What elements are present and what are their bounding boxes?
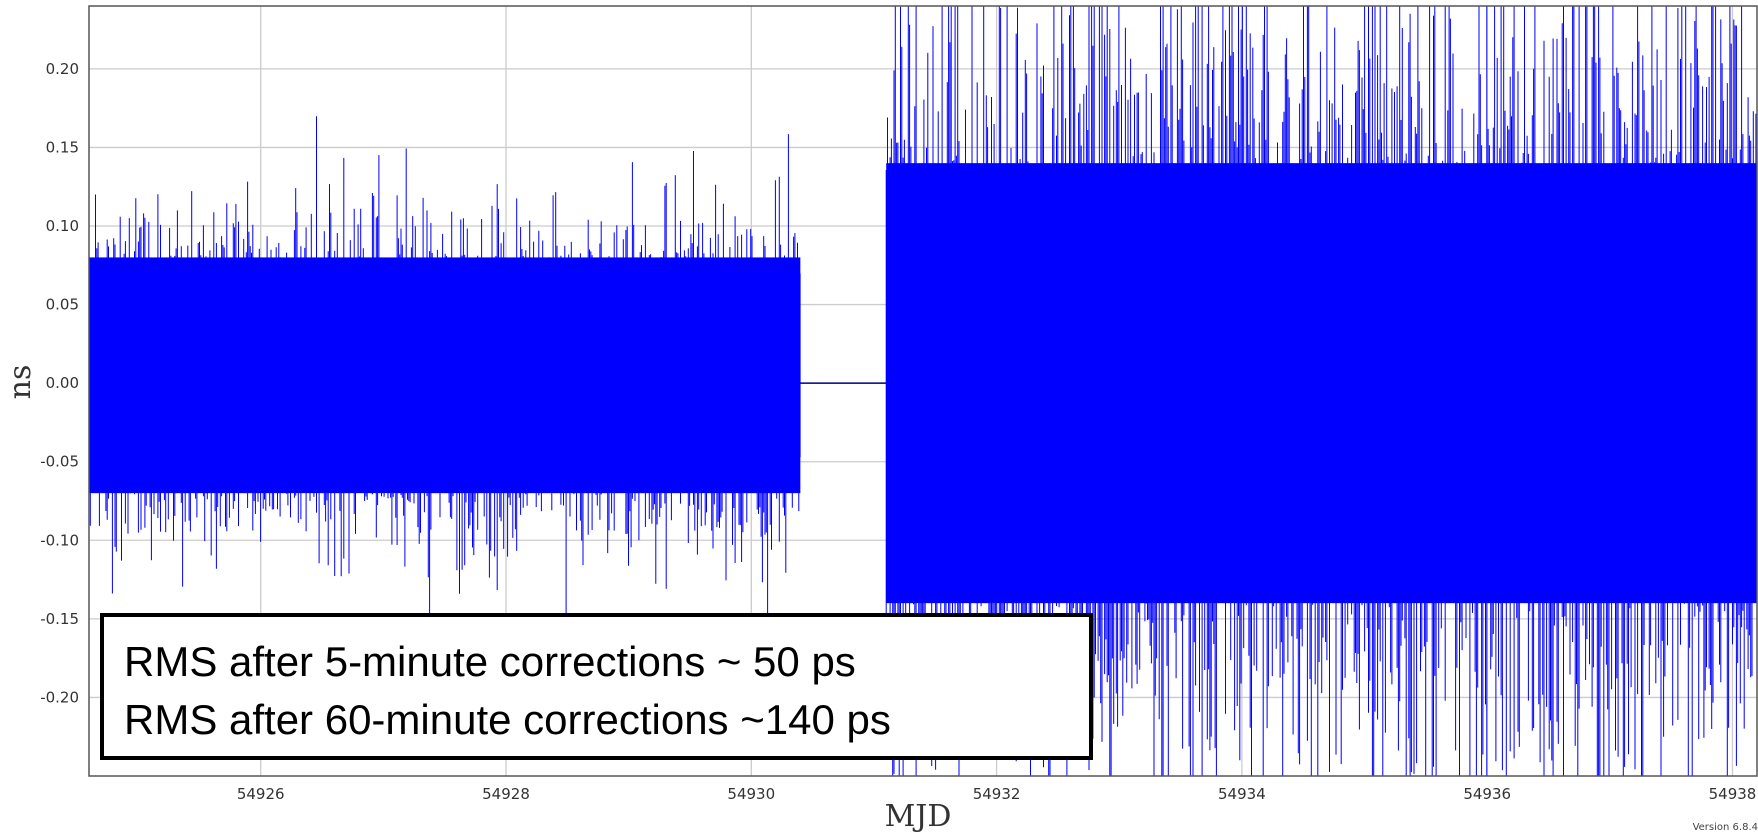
y-tick-label: 0.20: [46, 60, 79, 78]
y-tick-label: -0.10: [40, 531, 79, 549]
x-tick-label: 54932: [973, 785, 1021, 803]
y-axis-label: ns: [3, 365, 38, 400]
y-tick-label: 0.15: [46, 138, 79, 156]
y-axis-ticks: 0.20 0.15 0.10 0.05 0.00 -0.05 -0.10 -0.15 -0.20: [40, 60, 79, 707]
y-tick-label: 0.10: [46, 217, 79, 235]
annotation-line-2: RMS after 60-minute corrections ~140 ps: [124, 696, 891, 743]
x-tick-label: 54928: [482, 785, 530, 803]
data-series: [88, 6, 1757, 776]
y-tick-label: -0.05: [40, 453, 79, 471]
plot-frame: [88, 5, 1758, 777]
y-tick-label: -0.20: [40, 688, 79, 706]
y-tick-label: 0.00: [46, 374, 79, 392]
rms-annotation-box: RMS after 5-minute corrections ~ 50 ps R…: [100, 613, 1093, 760]
x-tick-label: 54930: [727, 785, 775, 803]
x-tick-label: 54938: [1709, 785, 1757, 803]
y-tick-label: -0.15: [40, 610, 79, 628]
y-tick-label: 0.05: [46, 296, 79, 314]
x-tick-label: 54936: [1463, 785, 1511, 803]
x-axis-label: MJD: [885, 799, 952, 833]
annotation-line-1: RMS after 5-minute corrections ~ 50 ps: [124, 638, 856, 685]
x-tick-label: 54926: [237, 785, 285, 803]
x-axis-ticks: 54926 54928 54930 54932 54934 54936 54938: [237, 785, 1756, 803]
footer-version: Version 6.8.4: [1692, 822, 1758, 833]
x-tick-label: 54934: [1218, 785, 1266, 803]
series-after-gap: [885, 6, 1757, 776]
